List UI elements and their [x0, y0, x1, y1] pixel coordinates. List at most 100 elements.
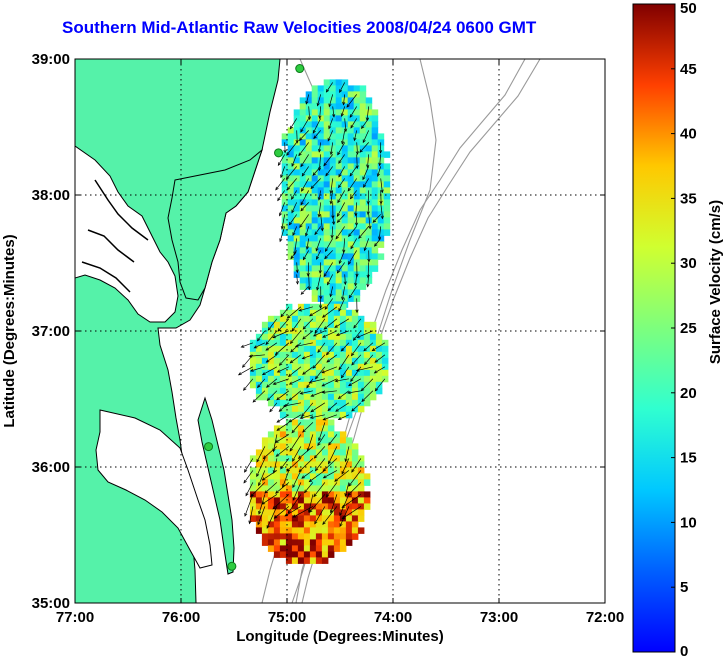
velocity-cell	[381, 363, 389, 371]
velocity-cell	[293, 163, 301, 170]
velocity-vector	[331, 226, 334, 238]
velocity-vector	[323, 262, 333, 277]
velocity-cell	[333, 363, 341, 371]
velocity-vector	[290, 342, 302, 353]
velocity-cell	[333, 497, 341, 504]
velocity-vector	[330, 494, 338, 513]
velocity-cell	[351, 351, 359, 359]
velocity-vector-head	[306, 272, 310, 277]
velocity-cell	[299, 163, 307, 170]
velocity-vector	[323, 470, 338, 479]
velocity-vector-head	[347, 492, 351, 496]
velocity-cell	[327, 315, 335, 323]
velocity-vector	[300, 190, 310, 205]
velocity-cell	[267, 479, 275, 486]
velocity-cell	[291, 485, 299, 492]
velocity-vector-head	[317, 442, 321, 447]
velocity-vector-head	[368, 225, 372, 230]
velocity-cell	[345, 339, 353, 347]
velocity-vector	[295, 342, 313, 347]
velocity-cell	[333, 393, 341, 401]
velocity-cell	[273, 485, 281, 492]
velocity-cell	[285, 455, 293, 462]
velocity-cell	[327, 369, 335, 377]
velocity-vector-head	[299, 391, 304, 395]
velocity-cell	[371, 211, 379, 218]
velocity-vector-head	[308, 478, 313, 483]
velocity-vector	[337, 190, 346, 203]
velocity-cell	[279, 333, 287, 341]
velocity-cell	[347, 211, 355, 218]
velocity-vector-head	[275, 453, 280, 457]
velocity-vector	[347, 178, 357, 192]
velocity-cell	[327, 479, 335, 486]
velocity-cell	[329, 253, 337, 260]
velocity-vector-head	[288, 397, 293, 401]
velocity-cell	[339, 321, 347, 329]
velocity-cell	[321, 521, 329, 528]
velocity-cell	[273, 467, 281, 474]
velocity-vector-head	[318, 270, 322, 274]
velocity-cell	[321, 557, 329, 564]
velocity-cell	[359, 121, 367, 128]
velocity-cell	[267, 473, 275, 480]
velocity-vector	[290, 330, 302, 344]
velocity-cell	[285, 539, 293, 546]
velocity-vector-head	[338, 173, 342, 178]
velocity-cell	[327, 545, 335, 552]
velocity-vector	[244, 458, 254, 473]
velocity-cell	[261, 381, 269, 389]
velocity-vector-head	[338, 308, 342, 312]
velocity-vector-head	[244, 469, 248, 473]
velocity-cell	[323, 121, 331, 128]
velocity-vector-head	[373, 370, 378, 374]
velocity-vector-head	[322, 468, 327, 472]
velocity-cell	[327, 461, 335, 468]
velocity-vector-head	[299, 416, 304, 420]
velocity-cell	[255, 479, 263, 486]
velocity-cell	[327, 339, 335, 347]
velocity-cell	[317, 145, 325, 152]
velocity-cell	[291, 557, 299, 564]
velocity-vector	[332, 106, 335, 118]
velocity-cell	[273, 515, 281, 522]
velocity-cell	[279, 491, 287, 498]
velocity-vector-head	[291, 196, 295, 200]
velocity-cell	[323, 211, 331, 218]
velocity-cell	[363, 497, 371, 504]
velocity-cell	[339, 399, 347, 407]
velocity-cell	[309, 345, 317, 353]
velocity-cell	[311, 283, 319, 290]
velocity-cell	[315, 557, 323, 564]
velocity-cell	[299, 271, 307, 278]
velocity-cell	[335, 283, 343, 290]
velocity-vector	[306, 378, 314, 389]
velocity-vector-head	[340, 113, 344, 117]
velocity-cell	[279, 551, 287, 558]
velocity-vector	[296, 262, 298, 273]
velocity-cell	[311, 163, 319, 170]
velocity-vector-head	[300, 291, 305, 295]
velocity-cell	[321, 479, 329, 486]
velocity-vector	[349, 166, 357, 177]
velocity-cell	[369, 369, 377, 377]
velocity-vector	[302, 422, 314, 433]
velocity-cell	[285, 419, 293, 426]
velocity-vector-head	[257, 521, 261, 526]
velocity-cell	[279, 521, 287, 528]
velocity-cell	[317, 109, 325, 116]
velocity-vector	[341, 506, 362, 519]
velocity-cell	[297, 557, 305, 564]
velocity-cell	[261, 521, 269, 528]
velocity-cell	[365, 205, 373, 212]
x-tick-label: 76:00	[162, 609, 200, 626]
velocity-cell	[309, 461, 317, 468]
velocity-cell	[339, 357, 347, 365]
velocity-cell	[351, 405, 359, 413]
velocity-vector-head	[353, 137, 357, 142]
velocity-vector	[323, 414, 338, 421]
velocity-cell	[345, 393, 353, 401]
velocity-vector	[280, 458, 290, 470]
velocity-vector-head	[253, 345, 258, 349]
velocity-cell	[303, 557, 311, 564]
